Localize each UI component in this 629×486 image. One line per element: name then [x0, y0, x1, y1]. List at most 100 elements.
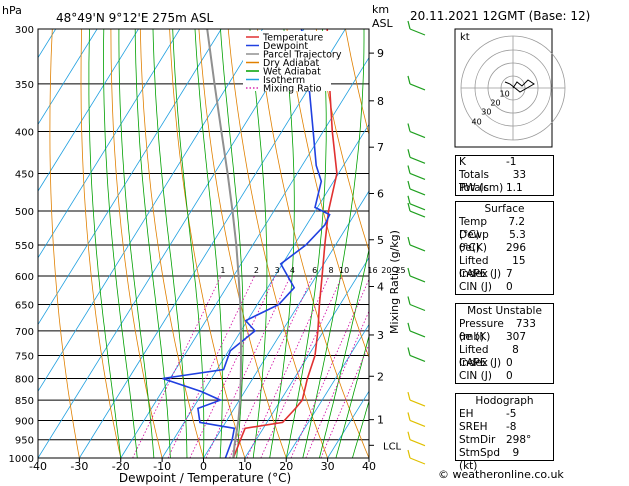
- wind-barb-flag: [407, 75, 411, 85]
- param-label: θe(K): [459, 242, 487, 254]
- isotherm-line: [79, 29, 346, 458]
- wet-adiabat-line: [194, 29, 223, 458]
- param-label: θe (K): [459, 331, 491, 343]
- pressure-tick-label: 900: [15, 416, 34, 427]
- param-row: CIN (J) 0: [456, 370, 553, 383]
- param-row: Totals Totals 33: [456, 169, 553, 194]
- wind-barb-flag: [407, 180, 411, 190]
- mixing-ratio-label: 16: [367, 266, 377, 275]
- param-label: Dewp (°C): [459, 229, 489, 254]
- wet-adiabat-line: [118, 29, 155, 458]
- wind-barb-flag: [407, 449, 411, 459]
- legend-label: Isotherm: [263, 75, 305, 86]
- param-label: K: [459, 156, 466, 168]
- hodograph-params-box: Hodograph EH -5 SREH -8 StmDir 298° StmSpd (kt)…: [455, 393, 554, 472]
- param-value: 296: [506, 242, 527, 254]
- km-tick-label: 9: [377, 47, 384, 60]
- wind-barb: [409, 354, 426, 363]
- param-label: Temp (°C): [459, 216, 487, 241]
- param-value: 9: [512, 447, 520, 459]
- dry-adiabat-line: [49, 29, 80, 458]
- temp-tick-label: -10: [153, 460, 171, 473]
- pressure-tick-label: 700: [15, 327, 34, 338]
- wet-adiabat-line: [269, 29, 295, 458]
- param-label: StmDir: [459, 434, 496, 446]
- series-parcel-trajectory: [206, 29, 243, 458]
- wet-adiabat-line: [319, 247, 369, 458]
- temp-tick-label: -20: [112, 460, 130, 473]
- mixing-ratio-line: [132, 275, 222, 458]
- param-value: -8: [506, 421, 517, 433]
- isotherm-line: [38, 29, 181, 259]
- isotherm-line: [120, 56, 369, 458]
- wind-barb: [409, 457, 426, 465]
- param-row: CAPE (J) 7: [456, 268, 553, 281]
- mixing-ratio-label: 4: [290, 266, 295, 275]
- km-tick-label: 2: [377, 370, 384, 383]
- pressure-tick-label: 450: [15, 169, 34, 180]
- param-row: θe (K) 307: [456, 331, 553, 344]
- param-row: StmDir 298°: [456, 434, 553, 447]
- pressure-tick-label: 1000: [9, 454, 34, 465]
- isotherm-line: [38, 29, 139, 192]
- wind-barb: [409, 330, 426, 338]
- series-temperature: [232, 29, 338, 458]
- wind-barb-flag: [407, 391, 411, 401]
- km-tick-label: 3: [377, 329, 384, 342]
- param-label: StmSpd (kt): [459, 447, 501, 472]
- wind-barb: [409, 156, 426, 164]
- param-label: CAPE (J): [459, 268, 502, 280]
- mixing-ratio-line: [320, 343, 369, 458]
- legend-label: Dewpoint: [263, 41, 308, 52]
- wet-adiabat-line: [172, 29, 205, 458]
- legend-label: Temperature: [262, 33, 323, 44]
- indices-box: K -1 Totals Totals 33 PW (cm) 1.1: [455, 155, 554, 196]
- param-value: 8: [512, 344, 519, 356]
- hodograph-trace: [504, 79, 535, 93]
- pressure-tick-label: 650: [15, 301, 34, 312]
- param-row: Dewp (°C) 5.3: [456, 229, 553, 254]
- mixing-ratio-label: 6: [312, 266, 317, 275]
- dry-adiabat-line: [80, 29, 122, 458]
- wind-barb: [409, 83, 426, 91]
- copyright: © weatheronline.co.uk: [438, 468, 564, 481]
- isotherm-line: [285, 323, 369, 458]
- km-tick-label: 7: [377, 141, 384, 154]
- mixing-ratio-label: 2: [254, 266, 259, 275]
- pressure-tick-label: 550: [15, 241, 34, 252]
- wind-barb-flag: [407, 267, 411, 277]
- wet-adiabat-line: [103, 29, 138, 458]
- mixing-ratio-line: [229, 275, 314, 458]
- param-row: Lifted Index 8: [456, 344, 553, 369]
- hodograph-ring-label: 20: [490, 99, 500, 108]
- lcl-label: LCL: [383, 441, 402, 452]
- pressure-tick-label: 850: [15, 396, 34, 407]
- param-label: Lifted Index: [459, 344, 489, 369]
- dry-adiabat-line: [169, 29, 246, 458]
- wet-adiabat-line: [249, 29, 268, 458]
- wind-barb-flag: [407, 296, 411, 305]
- pressure-tick-label: 500: [15, 207, 34, 218]
- param-row: EH -5: [456, 408, 553, 421]
- param-row: SREH -8: [456, 421, 553, 434]
- date-title: 20.11.2021 12GMT (Base: 12): [410, 9, 591, 23]
- param-value: 7.2: [508, 216, 526, 228]
- dry-adiabat-line: [286, 29, 369, 359]
- legend-background: [243, 31, 331, 91]
- param-value: 307: [506, 331, 527, 343]
- temp-tick-label: 20: [279, 460, 293, 473]
- isotherm-line: [38, 29, 98, 126]
- wet-adiabat-line: [134, 29, 171, 458]
- dry-adiabat-line: [551, 29, 629, 458]
- param-value: -1: [506, 156, 517, 168]
- wind-barb: [409, 172, 426, 181]
- param-label: CIN (J): [459, 281, 492, 293]
- pressure-tick-label: 350: [15, 80, 34, 91]
- param-label: CIN (J): [459, 370, 492, 382]
- param-value: 0: [506, 357, 513, 369]
- temp-tick-label: 10: [238, 460, 252, 473]
- pressure-tick-label: 300: [15, 25, 34, 36]
- x-axis-title: Dewpoint / Temperature (°C): [119, 471, 291, 485]
- param-value: 0: [506, 370, 513, 382]
